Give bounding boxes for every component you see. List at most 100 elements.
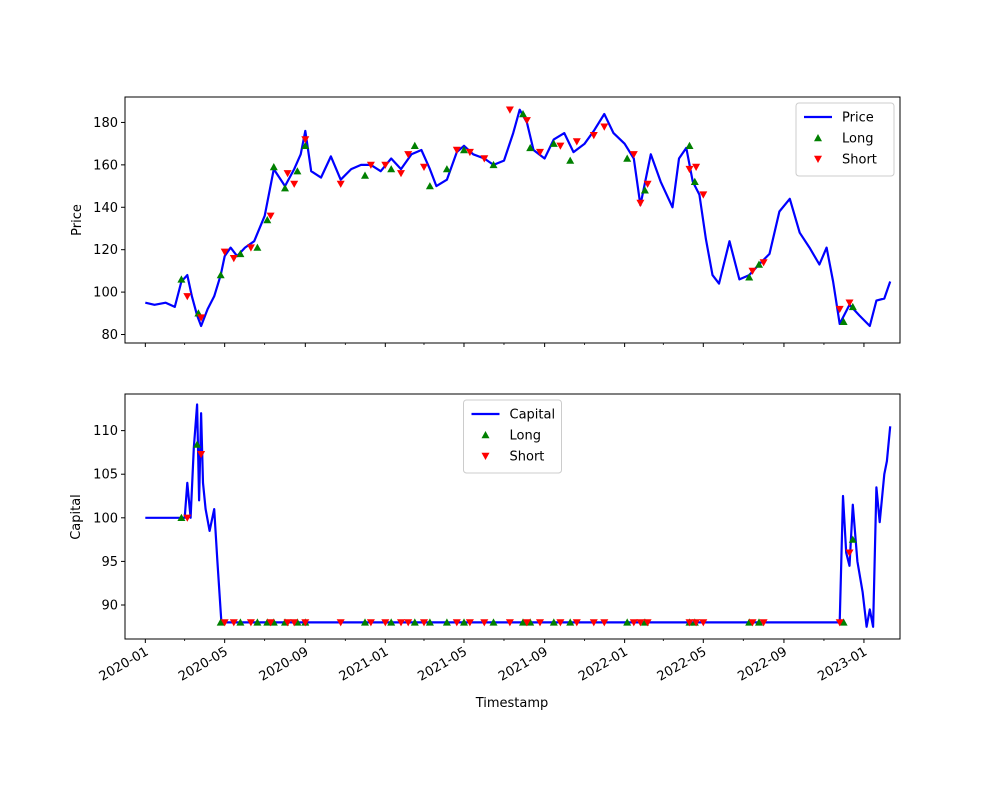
capital-short-marker — [366, 619, 375, 627]
price-long-marker — [216, 271, 225, 279]
capital-long-marker — [236, 618, 245, 626]
capital-short-marker — [336, 619, 345, 627]
price-long-marker — [361, 171, 369, 179]
capital-long-marker — [848, 535, 857, 543]
capital-y-tick-label: 95 — [101, 555, 118, 570]
price-short-marker — [283, 170, 292, 178]
capital-short-marker — [556, 619, 565, 627]
capital-y-tick-label: 90 — [101, 598, 118, 613]
price-long-marker — [460, 146, 468, 154]
price-short-marker — [600, 123, 609, 131]
price-short-marker — [290, 180, 299, 188]
price-long-marker — [387, 165, 396, 173]
capital-long-marker — [387, 618, 396, 626]
capital-short-marker — [759, 619, 768, 627]
price-short-marker — [505, 106, 514, 114]
price-short-marker — [336, 180, 345, 188]
price-short-marker — [845, 299, 854, 307]
capital-long-marker — [177, 513, 186, 521]
capital-short-marker — [266, 619, 275, 627]
capital-plot-data — [145, 403, 892, 628]
price-short-marker — [572, 138, 581, 146]
price-short-marker — [522, 117, 531, 125]
capital-y-tick-label: 100 — [93, 511, 118, 526]
price-y-tick-label: 180 — [93, 116, 118, 131]
capital-short-marker — [229, 619, 238, 627]
capital-legend-short-label: Short — [510, 450, 545, 465]
capital-short-marker — [643, 619, 652, 627]
price-short-marker — [759, 259, 768, 267]
capital-long-marker — [489, 618, 498, 626]
capital-short-marker — [301, 619, 310, 627]
price-plot-data — [145, 106, 892, 328]
capital-short-marker — [536, 619, 544, 627]
price-y-tick-label: 100 — [93, 286, 118, 301]
capital-short-marker — [589, 619, 598, 627]
capital-short-marker — [404, 619, 413, 627]
capital-short-marker — [246, 619, 255, 627]
capital-long-marker — [425, 618, 434, 626]
price-long-marker — [293, 167, 302, 175]
price-legend-long-swatch — [814, 134, 822, 142]
price-short-marker — [397, 170, 405, 178]
capital-long-marker — [755, 618, 763, 626]
capital-legend-capital-label: Capital — [510, 408, 556, 423]
price-long-marker — [263, 216, 272, 224]
price-long-marker — [301, 141, 310, 149]
capital-long-marker — [253, 618, 262, 626]
capital-legend: Capital Long Short — [463, 399, 562, 474]
price-short-marker — [452, 146, 461, 154]
price-short-marker — [685, 165, 694, 174]
capital-long-marker — [519, 618, 527, 626]
price-short-marker — [220, 248, 229, 256]
price-short-marker — [420, 163, 428, 171]
price-long-marker — [236, 249, 245, 258]
capital-short-marker — [220, 619, 229, 627]
price-y-axis-label: Price — [70, 204, 85, 236]
price-short-marker — [480, 155, 489, 163]
price-short-marker — [366, 161, 375, 169]
capital-legend-short-swatch — [481, 452, 490, 460]
capital-long-marker — [410, 618, 419, 626]
price-short-marker — [197, 314, 206, 322]
capital-short-marker — [420, 619, 428, 627]
capital-short-marker — [699, 619, 708, 627]
price-short-marker — [266, 212, 275, 220]
price-short-marker — [629, 151, 638, 159]
capital-long-marker — [839, 618, 848, 626]
price-long-marker — [526, 143, 535, 152]
price-short-marker — [589, 132, 598, 140]
price-long-marker — [549, 139, 558, 147]
price-long-marker — [410, 141, 419, 149]
price-short-marker — [692, 163, 701, 171]
price-short-marker — [404, 151, 413, 159]
capital-y-tick-label: 105 — [93, 468, 118, 483]
price-short-marker — [246, 244, 255, 252]
price-short-marker — [835, 305, 844, 314]
price-legend-short-swatch — [814, 155, 822, 163]
price-long-marker — [690, 177, 699, 185]
price-short-marker — [748, 267, 757, 275]
price-axes-frame — [124, 96, 901, 344]
capital-short-marker — [283, 619, 292, 627]
capital-long-marker — [549, 618, 558, 626]
capital-short-marker — [600, 619, 609, 627]
capital-long-marker — [193, 440, 202, 448]
price-short-marker — [643, 180, 652, 188]
price-long-marker — [269, 163, 278, 171]
capital-y-ticks: 90 95 100 105 110 — [93, 424, 125, 613]
capital-short-marker — [636, 619, 645, 627]
price-short-marker — [636, 199, 645, 207]
price-legend: Price Long Short — [795, 102, 895, 177]
price-short-marker — [301, 136, 310, 144]
capital-long-marker — [361, 618, 369, 626]
price-short-marker — [381, 161, 390, 169]
price-short-marker — [183, 293, 192, 301]
price-long-marker — [519, 110, 527, 118]
capital-short-marker — [685, 619, 694, 627]
price-long-marker — [685, 141, 694, 149]
price-long-marker — [566, 156, 575, 164]
price-axes: 80 100 120 140 160 180 Price Price Long Short — [70, 96, 901, 347]
capital-short-marker — [845, 549, 854, 557]
